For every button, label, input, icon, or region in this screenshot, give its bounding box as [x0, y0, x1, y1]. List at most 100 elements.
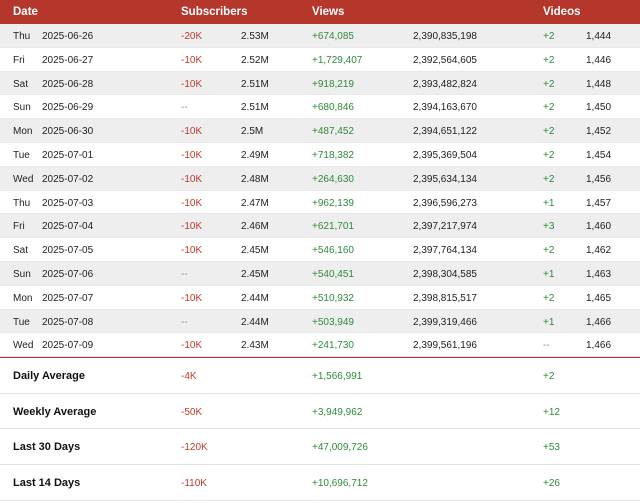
row-subscribers: 2.48M — [241, 173, 269, 185]
summary-divider — [0, 357, 640, 358]
row-views-change: +918,219 — [312, 78, 354, 90]
row-videos-change: +1 — [543, 197, 555, 209]
row-subscribers: 2.44M — [241, 316, 269, 328]
row-videos-change: +2 — [543, 78, 555, 90]
row-subscriber-change: -- — [181, 102, 188, 114]
table-row: Thu 2025-06-26 -20K 2.53M +674,085 2,390,835,… — [0, 24, 640, 48]
row-date: 2025-07-09 — [42, 340, 94, 352]
row-videos: 1,460 — [586, 221, 612, 233]
summary-row: Daily Average -4K +1,566,991 +2 — [0, 358, 640, 394]
row-day: Thu — [13, 197, 31, 209]
header-date[interactable]: Date — [13, 6, 38, 18]
row-subscriber-change: -10K — [181, 78, 203, 90]
row-views-change: +674,085 — [312, 31, 354, 42]
summary-label: Last 14 Days — [13, 477, 81, 490]
row-views: 2,395,369,504 — [413, 149, 477, 161]
row-views: 2,399,319,466 — [413, 316, 477, 328]
row-subscriber-change: -10K — [181, 173, 203, 185]
row-subscriber-change: -10K — [181, 149, 203, 161]
row-videos: 1,452 — [586, 126, 612, 138]
row-subscribers: 2.5M — [241, 126, 264, 138]
row-videos-change: +2 — [543, 292, 555, 304]
row-views: 2,397,217,974 — [413, 221, 477, 233]
row-views: 2,395,634,134 — [413, 173, 477, 185]
summary-row: Last 30 Days -120K +47,009,726 +53 — [0, 429, 640, 466]
row-subscribers: 2.45M — [241, 245, 269, 257]
row-videos: 1,462 — [586, 245, 612, 257]
row-subscriber-change: -10K — [181, 126, 203, 138]
row-views: 2,397,764,134 — [413, 245, 477, 257]
table-row: Fri 2025-06-27 -10K 2.52M +1,729,407 2,392,56… — [0, 48, 640, 72]
row-day: Tue — [13, 149, 30, 161]
row-videos: 1,465 — [586, 292, 612, 304]
row-videos: 1,456 — [586, 173, 612, 185]
header-views[interactable]: Views — [312, 6, 345, 18]
table-row: Tue 2025-07-08 -- 2.44M +503,949 2,399,319,46… — [0, 309, 640, 334]
table-row: Sun 2025-06-29 -- 2.51M +680,846 2,394,163,67… — [0, 95, 640, 120]
table-row: Fri 2025-07-04 -10K 2.46M +621,701 2,397,217,… — [0, 214, 640, 239]
row-subscribers: 2.43M — [241, 340, 269, 352]
row-videos-change: +2 — [543, 54, 555, 66]
row-videos-change: +1 — [543, 268, 555, 280]
row-day: Sat — [13, 245, 29, 257]
table-row: Sun 2025-07-06 -- 2.45M +540,451 2,398,304,58… — [0, 261, 640, 286]
row-views-change: +621,701 — [312, 221, 354, 233]
row-views-change: +510,932 — [312, 292, 354, 304]
row-views: 2,390,835,198 — [413, 31, 477, 42]
summary-row: Last 14 Days -110K +10,696,712 +26 — [0, 465, 640, 501]
row-subscribers: 2.49M — [241, 149, 269, 161]
row-views-change: +680,846 — [312, 102, 354, 114]
summary-views-change: +10,696,712 — [312, 478, 368, 490]
row-videos-change: +2 — [543, 245, 555, 257]
row-date: 2025-06-29 — [42, 102, 94, 114]
summary-label: Weekly Average — [13, 405, 97, 418]
table-row: Sat 2025-07-05 -10K 2.45M +546,160 2,397,764,… — [0, 238, 640, 262]
row-subscriber-change: -10K — [181, 292, 203, 304]
row-views-change: +264,630 — [312, 173, 354, 185]
summary-rows: Daily Average -4K +1,566,991 +2 Weekly Avera… — [0, 358, 640, 501]
row-views: 2,399,561,196 — [413, 340, 477, 352]
header-subscribers[interactable]: Subscribers — [181, 6, 248, 18]
table-row: Sat 2025-06-28 -10K 2.51M +918,219 2,393,482,… — [0, 71, 640, 96]
row-date: 2025-07-05 — [42, 245, 94, 257]
row-subscriber-change: -20K — [181, 31, 203, 42]
row-date: 2025-07-01 — [42, 149, 94, 161]
row-day: Fri — [13, 221, 25, 233]
summary-views-change: +3,949,962 — [312, 406, 363, 418]
row-videos: 1,457 — [586, 197, 612, 209]
row-day: Mon — [13, 126, 33, 138]
row-subscribers: 2.52M — [241, 54, 269, 66]
summary-videos-change: +12 — [543, 406, 560, 418]
row-date: 2025-06-26 — [42, 31, 94, 42]
row-day: Mon — [13, 292, 33, 304]
row-videos-change: +2 — [543, 126, 555, 138]
table-row: Tue 2025-07-01 -10K 2.49M +718,382 2,395,369,… — [0, 143, 640, 167]
row-subscribers: 2.51M — [241, 78, 269, 90]
row-day: Sun — [13, 268, 31, 280]
row-videos-change: +2 — [543, 149, 555, 161]
summary-views-change: +47,009,726 — [312, 442, 368, 454]
header-videos[interactable]: Videos — [543, 6, 581, 18]
summary-videos-change: +53 — [543, 442, 560, 454]
row-videos: 1,444 — [586, 31, 612, 42]
summary-subscriber-change: -110K — [181, 478, 207, 490]
row-views-change: +540,451 — [312, 268, 354, 280]
row-subscribers: 2.46M — [241, 221, 269, 233]
row-subscriber-change: -- — [181, 268, 188, 280]
row-views: 2,392,564,605 — [413, 54, 477, 66]
row-videos: 1,463 — [586, 268, 612, 280]
row-views-change: +241,730 — [312, 340, 354, 352]
summary-views-change: +1,566,991 — [312, 371, 363, 382]
row-views: 2,396,596,273 — [413, 197, 477, 209]
row-day: Thu — [13, 31, 31, 42]
row-videos-change: +1 — [543, 316, 555, 328]
summary-videos-change: +26 — [543, 478, 560, 490]
table-row: Wed 2025-07-02 -10K 2.48M +264,630 2,395,634,… — [0, 166, 640, 191]
row-videos: 1,446 — [586, 54, 612, 66]
row-views-change: +503,949 — [312, 316, 354, 328]
row-videos-change: +3 — [543, 221, 555, 233]
row-date: 2025-06-28 — [42, 78, 94, 90]
row-date: 2025-07-07 — [42, 292, 94, 304]
row-videos-change: -- — [543, 340, 550, 352]
